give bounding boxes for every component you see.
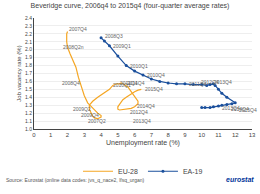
svg-text:1.6: 1.6 [25,78,32,84]
svg-text:2.1: 2.1 [25,39,32,45]
svg-text:1.8: 1.8 [25,62,32,68]
svg-text:Source: Eurostat (online data: Source: Eurostat (online data codes: jvs… [6,177,144,183]
svg-text:2.2: 2.2 [25,31,32,37]
svg-text:2015Q4: 2015Q4 [239,107,257,113]
svg-text:1.4: 1.4 [25,94,32,100]
svg-text:3: 3 [83,132,87,138]
svg-text:2.4: 2.4 [25,15,32,21]
svg-text:1.0: 1.0 [25,126,32,132]
svg-text:2014Q4: 2014Q4 [137,103,155,109]
svg-text:2011Q4: 2011Q4 [189,81,207,87]
svg-text:10: 10 [198,132,205,138]
svg-text:2009Q1: 2009Q1 [113,43,131,49]
svg-text:8: 8 [166,132,170,138]
svg-text:2011Q4: 2011Q4 [127,80,145,86]
svg-text:2012Q4: 2012Q4 [130,109,148,115]
svg-text:1.2: 1.2 [25,110,32,116]
svg-text:2013Q4: 2013Q4 [214,79,232,85]
svg-text:eurostat: eurostat [226,176,254,183]
svg-text:Unemployment rate (%): Unemployment rate (%) [106,139,180,147]
svg-text:2012Q4: 2012Q4 [201,79,219,85]
svg-text:2009Q2: 2009Q2 [73,106,91,112]
svg-text:6: 6 [133,132,137,138]
svg-text:13: 13 [249,132,256,138]
svg-text:9: 9 [183,132,187,138]
svg-text:Beveridge curve, 2006q4 to 201: Beveridge curve, 2006q4 to 2015q4 (four-… [31,2,230,10]
svg-text:2008Q3: 2008Q3 [105,33,123,39]
svg-text:2: 2 [66,132,70,138]
svg-text:5: 5 [116,132,120,138]
svg-text:1: 1 [49,132,53,138]
svg-text:1.1: 1.1 [25,118,32,124]
svg-text:2008Q2n: 2008Q2n [63,44,84,50]
svg-text:2009Q4: 2009Q4 [81,112,99,118]
svg-text:1.9: 1.9 [25,54,32,60]
svg-text:2.0: 2.0 [25,46,32,52]
svg-text:0: 0 [32,132,36,138]
svg-text:2010Q4: 2010Q4 [147,72,165,78]
svg-text:2010Q1: 2010Q1 [130,63,148,69]
svg-text:1.7: 1.7 [25,70,32,76]
svg-text:2014Q4: 2014Q4 [231,106,249,112]
svg-text:2007Q4: 2007Q4 [69,26,87,32]
svg-text:2011Q4: 2011Q4 [120,80,138,86]
svg-text:1.3: 1.3 [25,102,32,108]
svg-text:7: 7 [150,132,154,138]
svg-text:2.3: 2.3 [25,23,32,29]
svg-text:EA-19: EA-19 [183,168,203,175]
svg-text:4: 4 [99,132,103,138]
svg-text:2013Q4: 2013Q4 [133,118,151,124]
svg-text:12: 12 [232,132,239,138]
svg-text:2008Q4: 2008Q4 [62,80,80,86]
svg-text:Job vacancy rate (%): Job vacancy rate (%) [16,45,22,101]
svg-text:2007Q2: 2007Q2 [88,118,106,124]
svg-text:2013Q4: 2013Q4 [222,105,240,111]
svg-text:2015Q4: 2015Q4 [145,86,163,92]
svg-text:EU-28: EU-28 [118,168,138,175]
svg-text:1.5: 1.5 [25,86,32,92]
svg-text:2010Q1: 2010Q1 [113,82,131,88]
svg-text:11: 11 [215,132,222,138]
